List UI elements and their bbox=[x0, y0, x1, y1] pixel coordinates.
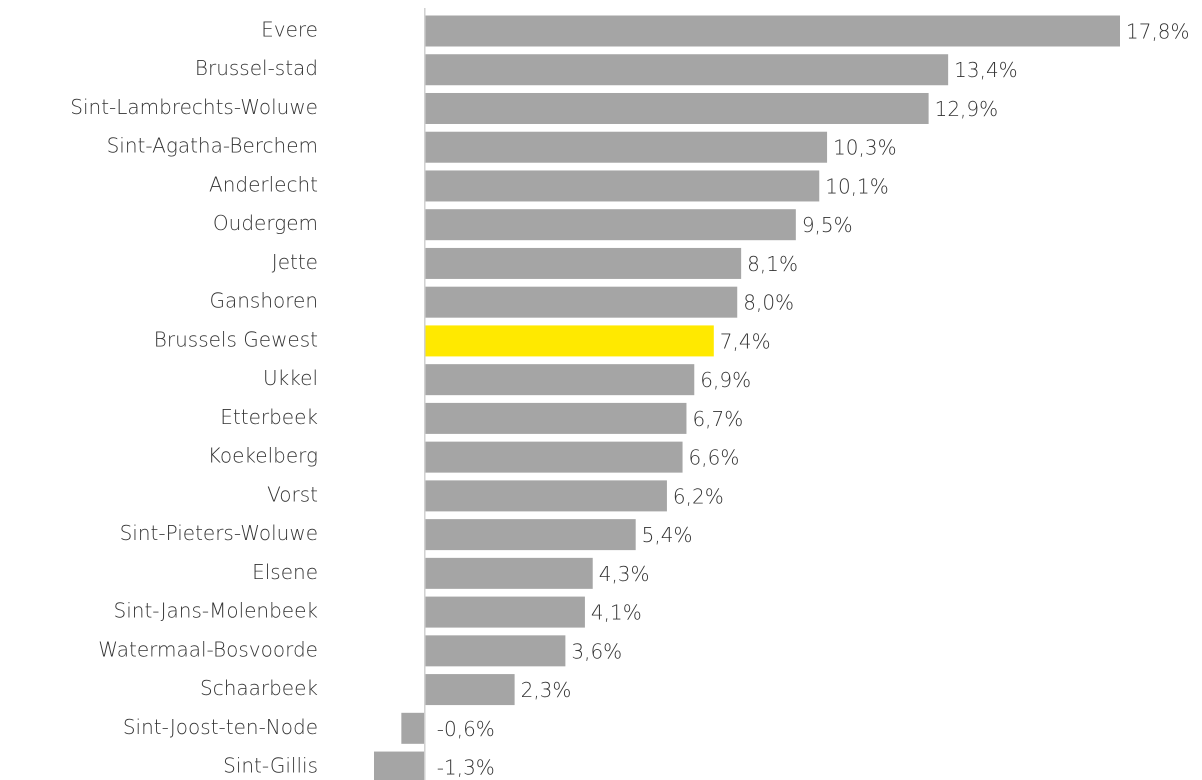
bar bbox=[424, 596, 585, 628]
category-label: Ganshoren bbox=[209, 289, 318, 313]
bar bbox=[374, 751, 425, 780]
value-label: 6,7% bbox=[692, 407, 743, 431]
bar bbox=[424, 170, 820, 202]
value-label: 12,9% bbox=[935, 97, 999, 121]
value-label: 6,6% bbox=[689, 446, 740, 470]
category-label: Koekelberg bbox=[208, 444, 318, 468]
category-label: Sint-Jans-Molenbeek bbox=[114, 599, 318, 623]
category-label: Oudergem bbox=[213, 211, 318, 235]
bar bbox=[424, 286, 738, 318]
category-label: Brussel-stad bbox=[195, 56, 318, 80]
value-label: 8,0% bbox=[743, 291, 794, 315]
value-label: 6,2% bbox=[673, 484, 724, 508]
value-label: 10,1% bbox=[825, 174, 889, 198]
bar bbox=[424, 441, 683, 473]
category-label: Sint-Pieters-Woluwe bbox=[120, 521, 318, 545]
bar bbox=[424, 247, 742, 279]
bar bbox=[424, 209, 796, 241]
value-label: 2,3% bbox=[521, 678, 572, 702]
value-label: 17,8% bbox=[1126, 20, 1190, 44]
bar bbox=[424, 402, 687, 434]
category-label: Sint-Gillis bbox=[223, 754, 318, 778]
value-label: -1,3% bbox=[437, 756, 495, 780]
bar bbox=[424, 635, 566, 667]
bar bbox=[401, 712, 425, 744]
value-label: 7,4% bbox=[720, 329, 771, 353]
value-label: 6,9% bbox=[700, 368, 751, 392]
category-label: Anderlecht bbox=[209, 172, 318, 196]
category-label: Schaarbeek bbox=[200, 676, 318, 700]
bar bbox=[424, 364, 695, 396]
category-label: Sint-Lambrechts-Woluwe bbox=[70, 95, 318, 119]
bar bbox=[424, 557, 593, 589]
bar bbox=[424, 674, 515, 706]
value-label: 3,6% bbox=[571, 639, 622, 663]
category-label: Vorst bbox=[267, 482, 318, 506]
bar bbox=[424, 15, 1120, 47]
bar bbox=[424, 480, 667, 512]
bar bbox=[424, 519, 636, 551]
value-label: 13,4% bbox=[954, 58, 1018, 82]
category-label: Elsene bbox=[252, 560, 318, 584]
value-label: 4,3% bbox=[599, 562, 650, 586]
value-label: 9,5% bbox=[802, 213, 853, 237]
value-label: 4,1% bbox=[591, 601, 642, 625]
category-label: Brussels Gewest bbox=[154, 327, 318, 351]
category-label: Etterbeek bbox=[220, 405, 318, 429]
value-label: 10,3% bbox=[833, 136, 897, 160]
value-label: 8,1% bbox=[747, 252, 798, 276]
value-label: 5,4% bbox=[642, 523, 693, 547]
category-label: Sint-Agatha-Berchem bbox=[107, 134, 318, 158]
value-label: -0,6% bbox=[437, 717, 495, 741]
category-label: Ukkel bbox=[263, 366, 318, 390]
bar bbox=[424, 54, 949, 86]
category-label: Watermaal-Bosvoorde bbox=[98, 637, 318, 661]
category-label: Sint-Joost-ten-Node bbox=[123, 715, 318, 739]
bar bbox=[424, 92, 929, 124]
category-label: Jette bbox=[272, 250, 318, 274]
category-label: Evere bbox=[261, 18, 318, 42]
bar bbox=[424, 131, 828, 163]
bar bbox=[424, 325, 714, 357]
